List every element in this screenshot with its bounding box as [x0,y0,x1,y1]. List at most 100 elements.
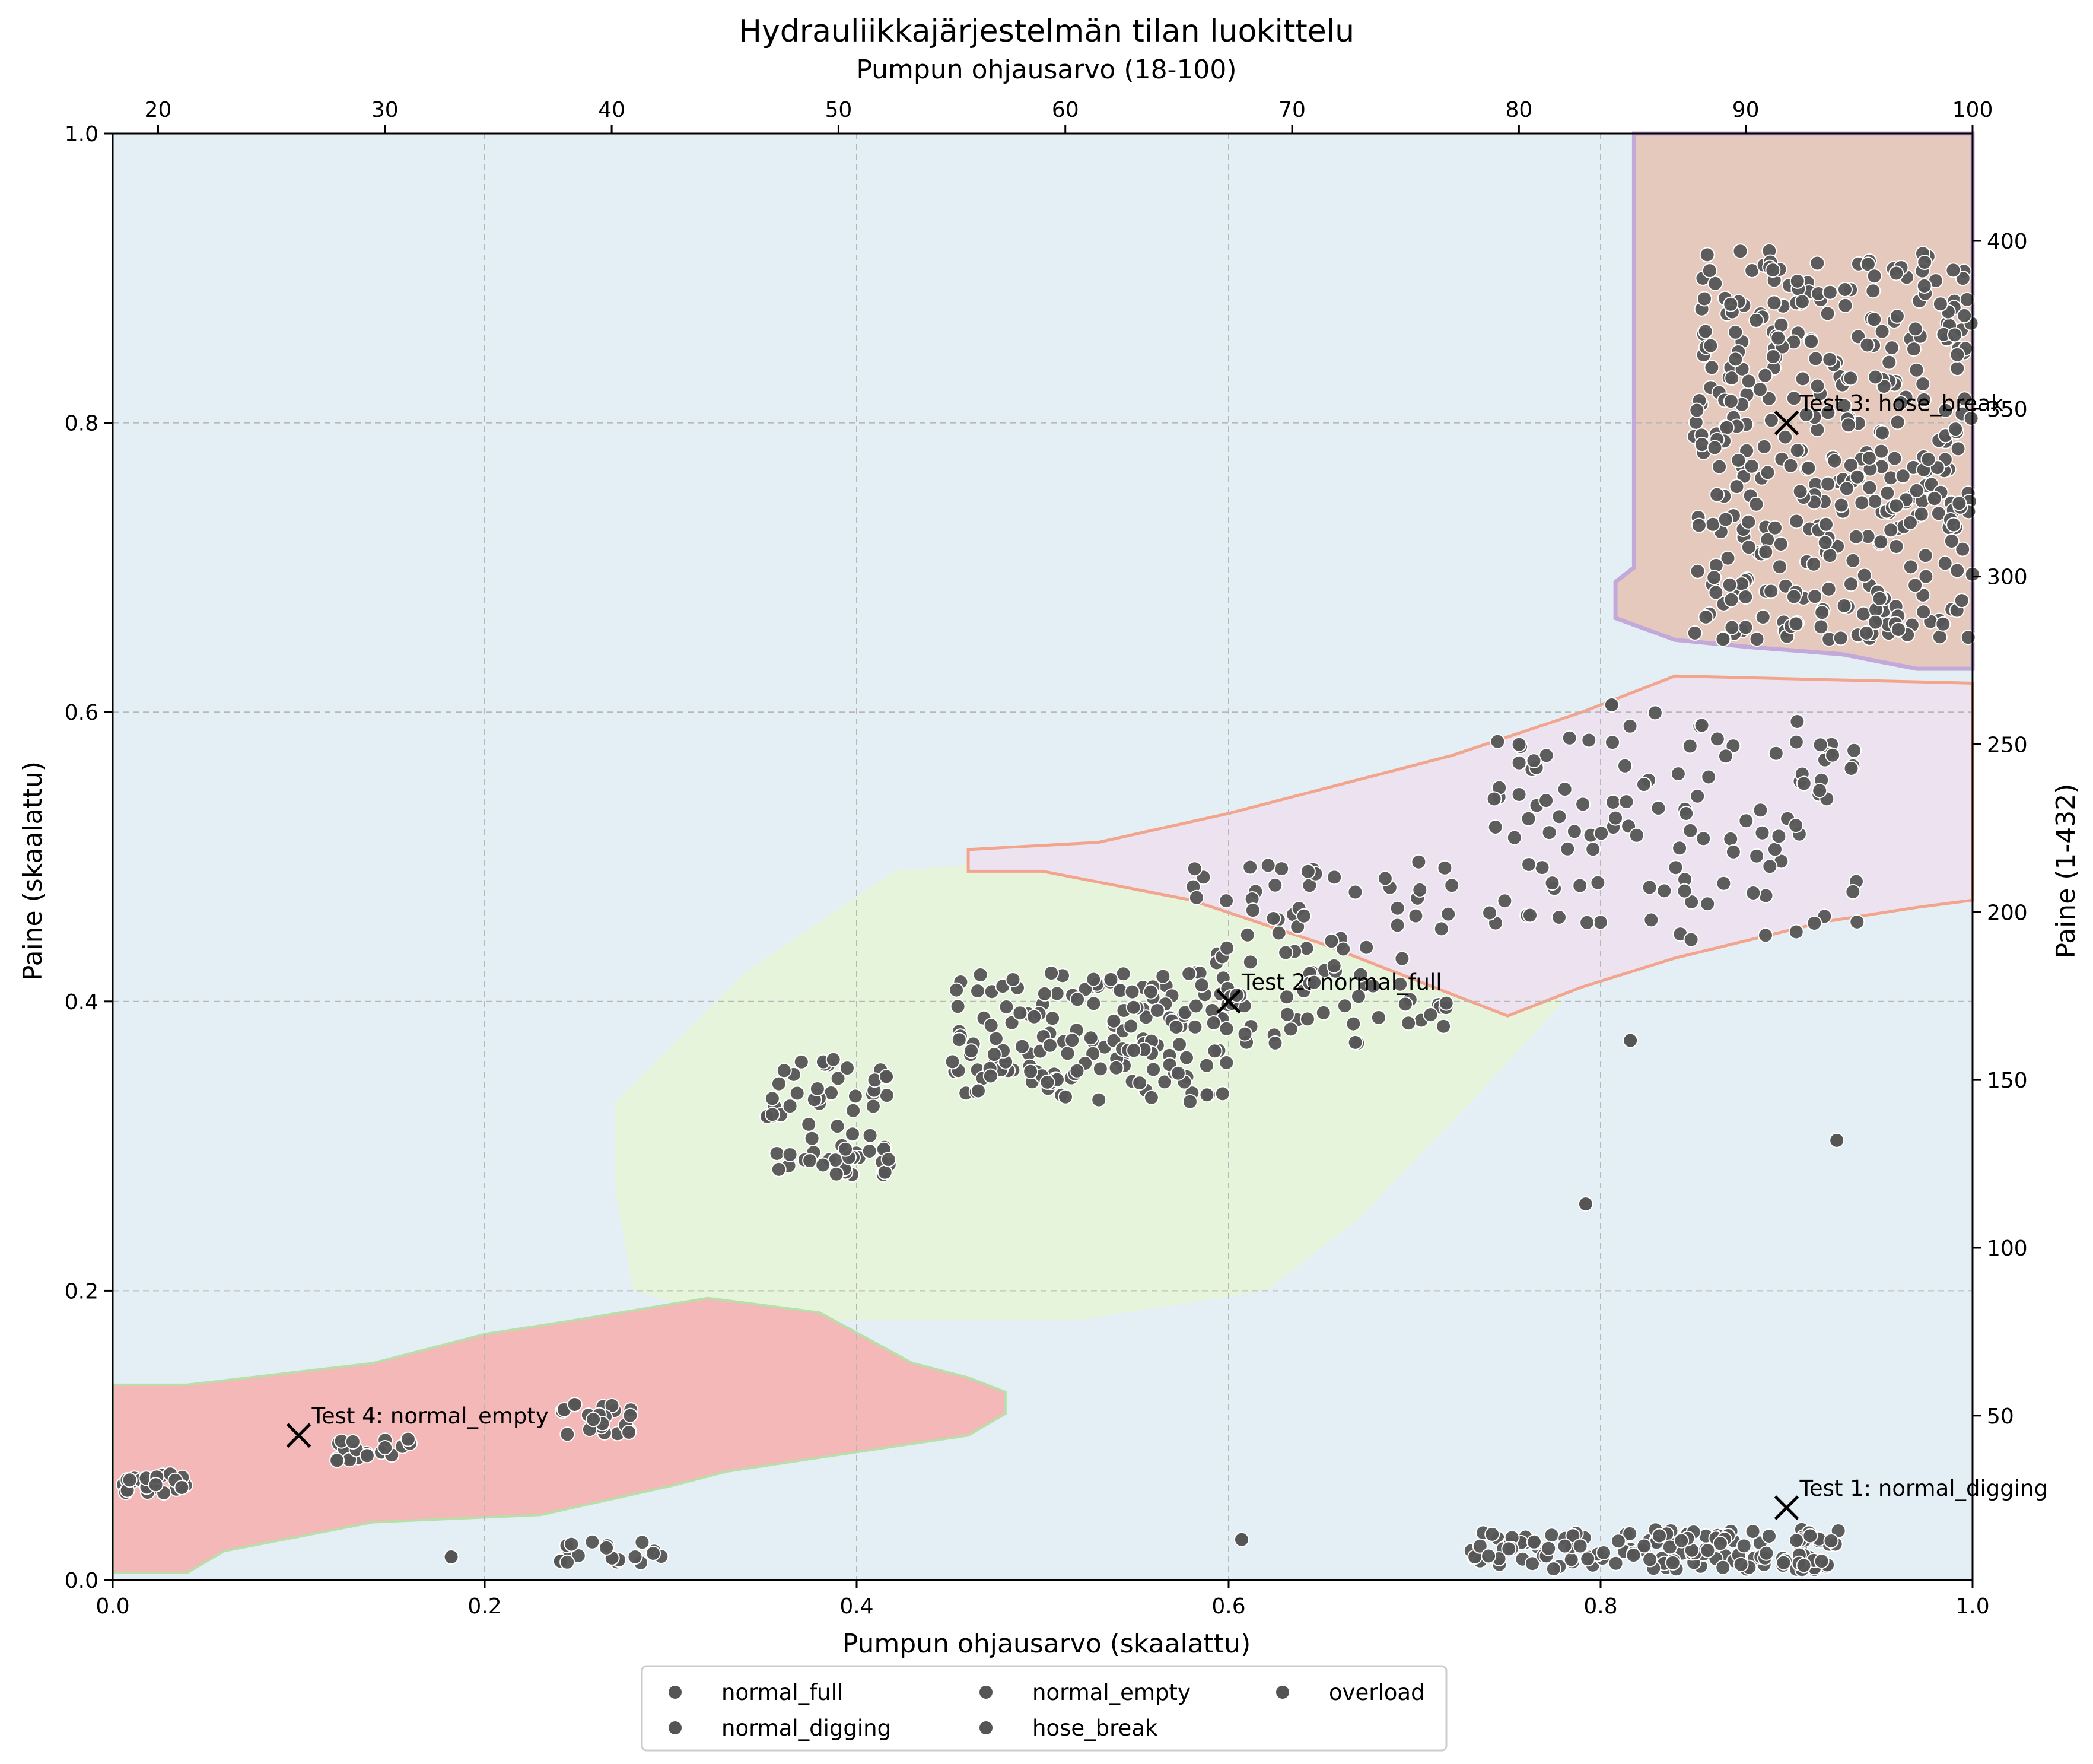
plot-frame [112,132,1974,1581]
data-point-normal_full [1444,878,1460,894]
data-point-hose_break [1916,604,1932,620]
data-point-normal_full [815,1157,831,1173]
data-point-normal_full [1083,1030,1099,1046]
data-point-overload [1789,714,1805,729]
right-tick-label: 350 [1987,398,2028,422]
data-point-normal_full [1170,1065,1186,1081]
data-point-normal_full [1267,1035,1283,1051]
data-point-hose_break [1757,367,1773,383]
data-point-hose_break [1694,437,1710,453]
test-markers: Test 1: normal_digging Test 2: normal_ful… [286,391,2048,1520]
axes: 0.0 0.2 0.4 0.6 0.8 1.0 0.0 0.2 0.4 0.6 0.8 1.0 20 30… [65,98,2028,1619]
data-point-normal_full [1026,1009,1042,1025]
data-point-hose_break [1916,392,1932,408]
top-tick-label: 70 [1278,98,1306,122]
data-point-normal_full [1389,917,1405,933]
annotation-label: Test 4: normal_empty [311,1403,549,1429]
data-point-normal_full [1126,1042,1142,1059]
data-point-overload [1551,809,1567,825]
data-point-overload [1684,894,1700,910]
data-point-normal_full [1278,945,1294,961]
data-point-hose_break [1720,550,1736,566]
top-tick-label: 100 [1952,98,1993,122]
data-point-hose_break [1838,481,1855,497]
data-point-hose_break [1770,330,1786,346]
data-point-hose_break [1944,533,1960,549]
data-point-normal_full [1239,927,1255,943]
data-point-overload [1593,825,1609,841]
data-point-hose_break [1820,476,1836,492]
right-tick-label: 100 [1987,1237,2028,1261]
legend-label-overload: overload [1329,1680,1425,1705]
data-point-overload [1506,829,1522,846]
top-tick-label: 60 [1052,98,1079,122]
data-point-normal_empty [621,1425,637,1440]
data-point-normal_full [1260,857,1276,873]
data-point-normal_digging [1758,1545,1774,1561]
data-point-normal_digging [559,1554,575,1570]
data-point-normal_empty [174,1480,190,1495]
data-point-overload [1716,875,1732,891]
data-point-hose_break [1814,605,1830,621]
data-point-hose_break [1868,369,1884,385]
data-point-normal_full [1274,861,1290,877]
data-point-hose_break [1798,407,1814,422]
data-point-normal_full [861,1143,877,1159]
data-point-normal_full [1401,1015,1417,1031]
top-tick-label: 50 [825,98,853,122]
data-points [116,243,1980,1578]
data-point-overload [1672,840,1688,856]
data-point-normal_full [1060,1045,1076,1061]
data-point-normal_full [1157,1074,1173,1090]
data-point-normal_full [1045,1010,1061,1026]
data-point-outlier [1604,697,1620,713]
data-point-hose_break [1749,631,1765,647]
data-point-normal_digging [1541,1540,1557,1556]
data-point-overload [1678,806,1694,821]
data-point-normal_full [1408,908,1424,924]
data-point-hose_break [1697,291,1712,307]
data-point-hose_break [1926,491,1942,507]
data-point-normal_full [1265,911,1281,926]
data-point-hose_break [1741,373,1757,389]
data-point-normal_full [1091,1092,1107,1108]
data-point-hose_break [1888,498,1904,514]
data-point-hose_break [1951,495,1967,511]
data-point-overload [1768,745,1784,761]
data-point-normal_full [1335,941,1351,957]
data-point-normal_empty [122,1472,138,1488]
data-point-normal_digging [645,1546,661,1561]
data-point-overload [1745,885,1761,901]
annotation-label: Test 3: hose_break [1799,391,2004,417]
data-point-normal_full [1279,989,1294,1005]
right-tick-label: 150 [1987,1069,2028,1093]
data-point-normal_full [1092,1061,1108,1077]
test-marker-1 [1774,1495,1799,1520]
data-point-normal_full [1103,971,1119,987]
data-point-normal_full [1036,986,1052,1002]
data-point-hose_break [1837,282,1853,297]
data-point-hose_break [1783,457,1799,473]
data-point-normal_digging [1580,1551,1596,1567]
data-point-overload [1561,730,1577,746]
data-point-hose_break [1741,539,1757,555]
data-point-hose_break [1773,536,1789,552]
data-point-normal_digging [1796,1558,1812,1574]
data-point-hose_break [1859,625,1875,641]
data-point-normal_digging [1789,1533,1805,1549]
data-point-normal_full [998,999,1014,1015]
data-point-normal_full [1064,1032,1080,1048]
x-tick-label: 0.0 [96,1594,129,1619]
data-point-hose_break [1959,291,1975,307]
data-point-normal_full [765,1107,780,1123]
data-point-hose_break [1833,630,1849,646]
data-point-overload [1683,932,1699,948]
data-point-overload [1690,788,1706,804]
data-point-normal_full [1377,870,1393,886]
data-point-hose_break [1773,317,1789,333]
data-point-hose_break [1856,567,1872,583]
data-point-hose_break [1848,529,1864,545]
legend-marker-normal_full [667,1684,683,1700]
data-point-normal_full [1347,1034,1363,1050]
data-point-hose_break [1822,284,1838,300]
